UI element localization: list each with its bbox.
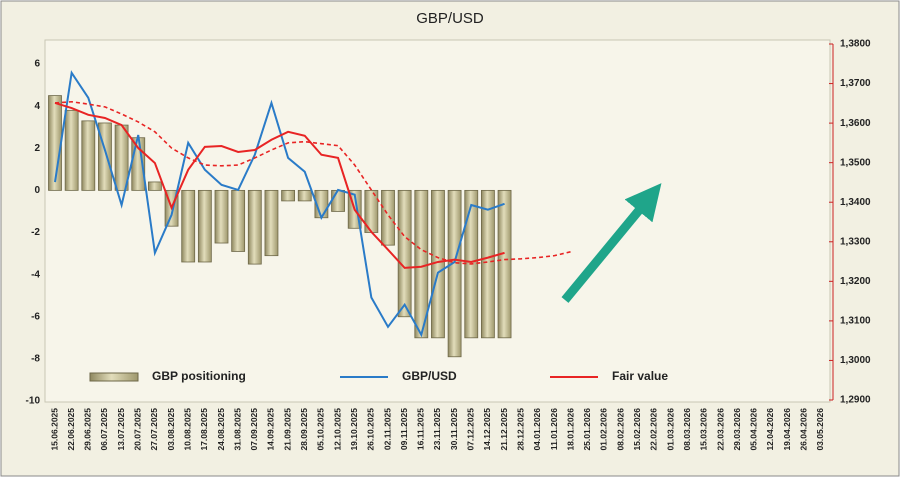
x-tick-label: 26.04.2026 xyxy=(799,408,809,451)
x-tick-label: 15.02.2026 xyxy=(632,408,642,451)
x-tick-label: 13.07.2025 xyxy=(116,408,126,451)
y2-tick-label: 1,3600 xyxy=(840,118,871,129)
x-tick-label: 01.02.2026 xyxy=(599,408,609,451)
x-tick-label: 03.08.2025 xyxy=(166,408,176,451)
x-tick-label: 31.08.2025 xyxy=(232,408,242,451)
y-tick-label: -2 xyxy=(31,227,40,238)
bar xyxy=(497,189,512,339)
y-tick-label: 0 xyxy=(34,185,40,196)
x-tick-label: 24.08.2025 xyxy=(216,408,226,451)
x-tick-label: 22.03.2026 xyxy=(715,408,725,451)
chart-title: GBP/USD xyxy=(416,10,484,27)
bar xyxy=(81,120,96,191)
x-tick-label: 15.06.2025 xyxy=(49,408,59,451)
x-tick-label: 14.12.2025 xyxy=(482,408,492,451)
x-tick-label: 16.11.2025 xyxy=(416,408,426,450)
x-tick-label: 07.12.2025 xyxy=(466,408,476,451)
x-tick-label: 12.10.2025 xyxy=(332,408,342,451)
x-tick-label: 05.04.2026 xyxy=(749,408,759,451)
x-tick-label: 11.01.2026 xyxy=(549,408,559,450)
y2-tick-label: 1,3400 xyxy=(840,197,871,208)
x-tick-label: 28.12.2025 xyxy=(515,408,525,451)
bar xyxy=(480,189,495,339)
line xyxy=(54,100,572,265)
bar xyxy=(381,189,395,246)
x-tick-label: 18.01.2026 xyxy=(565,408,575,451)
bar xyxy=(397,189,412,318)
x-tick-label: 30.11.2025 xyxy=(449,408,459,450)
y2-tick-label: 1,3800 xyxy=(840,39,871,50)
y-tick-label: -4 xyxy=(31,269,40,280)
bar xyxy=(297,189,312,202)
x-tick-label: 12.04.2026 xyxy=(765,408,775,451)
x-tick-label: 08.02.2026 xyxy=(615,408,625,451)
x-tick-label: 21.09.2025 xyxy=(282,408,292,451)
bar xyxy=(114,124,129,191)
x-tick-label: 08.03.2026 xyxy=(682,408,692,451)
y2-tick-label: 1,3700 xyxy=(840,78,871,89)
y2-tick-label: 1,3200 xyxy=(840,276,871,287)
y2-tick-label: 1,3000 xyxy=(840,355,871,366)
x-tick-label: 15.03.2026 xyxy=(699,408,709,451)
bar xyxy=(64,109,79,191)
x-tick-label: 29.06.2025 xyxy=(83,408,93,451)
x-tick-label: 19.04.2026 xyxy=(782,408,792,451)
bar xyxy=(197,189,212,263)
bar xyxy=(214,189,229,244)
y-tick-label: 2 xyxy=(34,143,40,154)
y-tick-label: 6 xyxy=(34,59,40,70)
x-tick-label: 28.09.2025 xyxy=(299,408,309,451)
x-tick-label: 23.11.2025 xyxy=(432,408,442,450)
x-tick-label: 21.12.2025 xyxy=(499,408,509,451)
x-tick-label: 26.10.2025 xyxy=(366,408,376,451)
y2-tick-label: 1,2900 xyxy=(840,395,871,406)
y-tick-label: -8 xyxy=(31,354,40,365)
bar xyxy=(447,189,462,358)
bar xyxy=(181,189,196,263)
y-tick-label: -6 xyxy=(31,311,40,322)
x-tick-label: 22.02.2026 xyxy=(649,408,659,451)
legend-label: Fair value xyxy=(612,369,668,383)
x-tick-label: 14.09.2025 xyxy=(266,408,276,451)
y2-tick-label: 1,3300 xyxy=(840,236,871,247)
x-tick-label: 19.10.2025 xyxy=(349,408,359,451)
y2-tick-label: 1,3100 xyxy=(840,316,871,327)
x-tick-label: 25.01.2026 xyxy=(582,408,592,451)
bar xyxy=(247,189,262,265)
line xyxy=(54,70,505,338)
legend-label: GBP positioning xyxy=(152,369,246,383)
x-tick-label: 09.11.2025 xyxy=(399,408,409,450)
y2-tick-label: 1,3500 xyxy=(840,157,871,168)
bar xyxy=(331,189,345,212)
bar xyxy=(264,189,279,257)
x-tick-label: 07.09.2025 xyxy=(249,408,259,451)
y-tick-label: -10 xyxy=(26,396,41,407)
bar xyxy=(281,189,296,202)
bar xyxy=(231,189,246,252)
x-tick-label: 04.01.2026 xyxy=(532,408,542,451)
x-tick-label: 29.03.2026 xyxy=(732,408,742,451)
y-tick-label: 4 xyxy=(34,101,40,112)
x-tick-label: 05.10.2025 xyxy=(316,408,326,451)
x-tick-label: 01.03.2026 xyxy=(665,408,675,451)
legend-swatch xyxy=(89,372,139,382)
x-tick-label: 22.06.2025 xyxy=(66,408,76,451)
legend-label: GBP/USD xyxy=(402,369,457,383)
x-tick-label: 10.08.2025 xyxy=(182,408,192,451)
x-tick-label: 27.07.2025 xyxy=(149,408,159,451)
line xyxy=(54,101,505,269)
x-tick-label: 20.07.2025 xyxy=(133,408,143,451)
x-tick-label: 02.11.2025 xyxy=(382,408,392,450)
x-tick-label: 06.07.2025 xyxy=(99,408,109,451)
trend-arrow xyxy=(561,183,662,303)
bar xyxy=(147,181,162,191)
x-tick-label: 17.08.2025 xyxy=(199,408,209,451)
x-tick-label: 03.05.2026 xyxy=(815,408,825,451)
